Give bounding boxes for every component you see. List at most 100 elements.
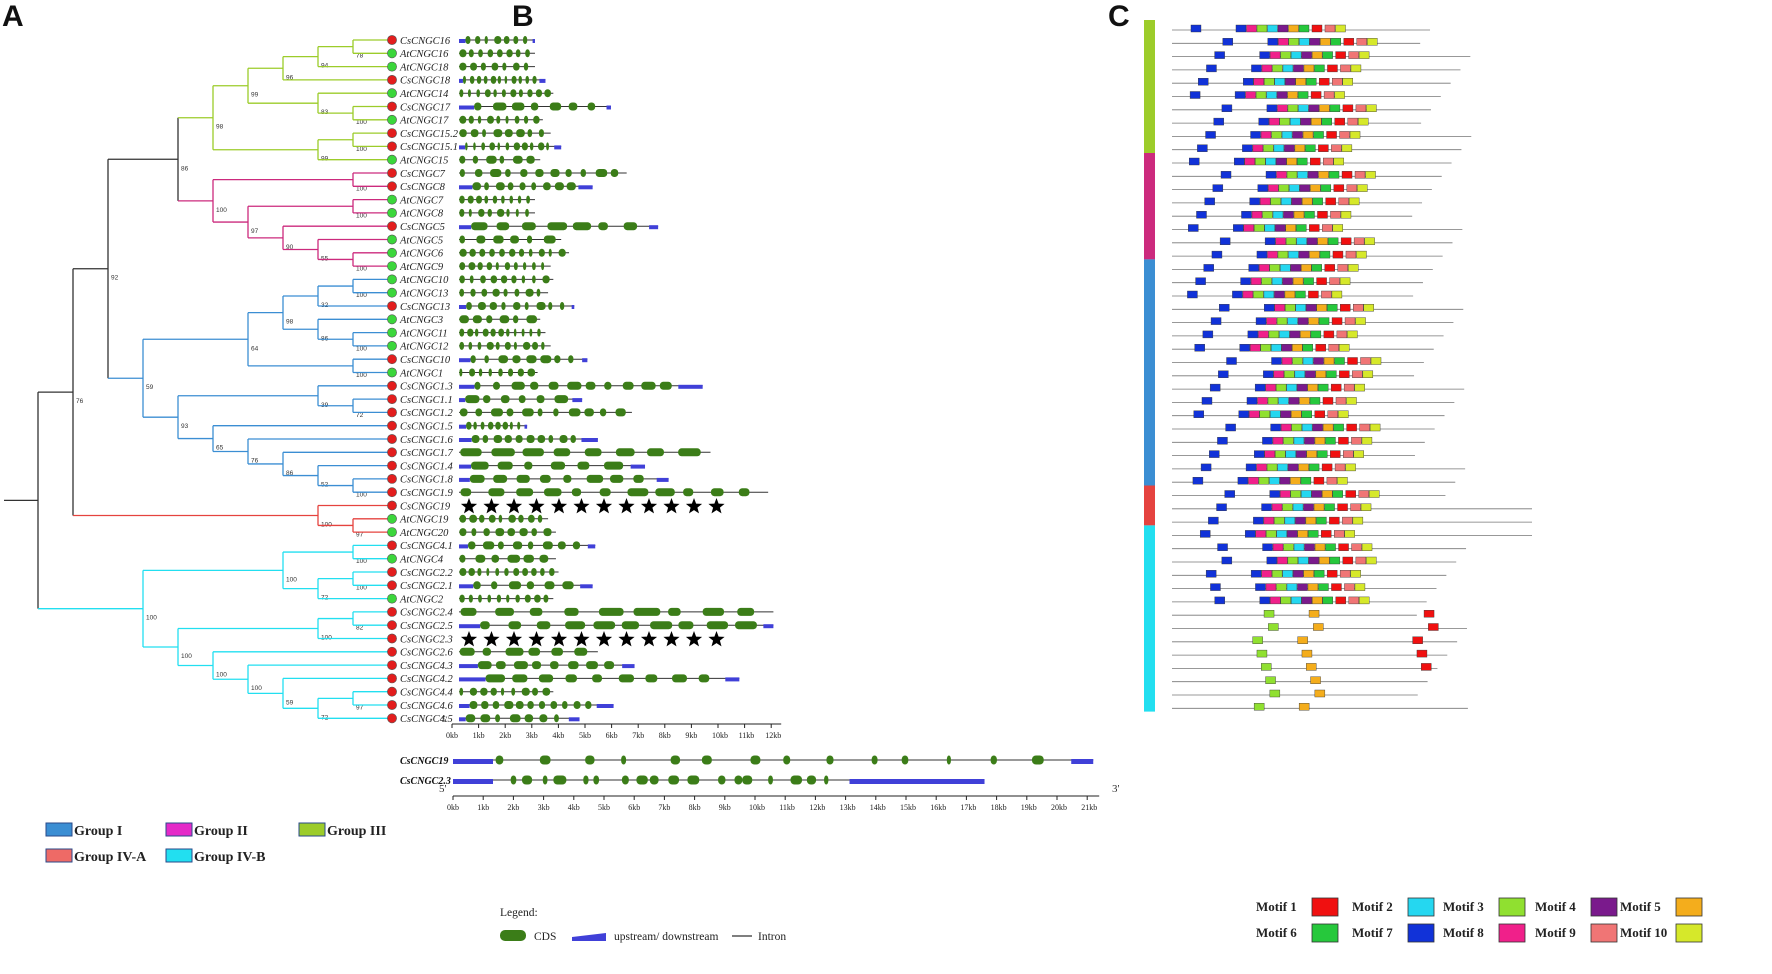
cds-exon	[459, 49, 467, 58]
cds-exon	[636, 775, 648, 785]
cds-exon	[517, 368, 524, 377]
motif-box	[1234, 91, 1246, 99]
motif-box	[1305, 144, 1316, 152]
motif-box	[1340, 64, 1351, 73]
gene-axis-tick-label: 4kb	[552, 731, 564, 740]
cds-exon	[521, 142, 528, 151]
cds-exon	[523, 554, 534, 563]
cds-exon	[512, 674, 528, 683]
cds-exon	[495, 607, 515, 616]
motif-box	[1278, 397, 1289, 405]
cds-exon	[737, 607, 755, 616]
gene-axis-tick-label: 8kb	[659, 731, 671, 740]
cds-exon	[490, 275, 498, 284]
bootstrap-value: 92	[111, 275, 119, 282]
cds-exon	[683, 488, 694, 497]
motif-box	[1329, 516, 1340, 525]
motif-box	[1333, 530, 1345, 538]
motif-box	[1268, 330, 1280, 339]
cds-exon	[505, 142, 510, 151]
motif-box	[1214, 596, 1225, 605]
cds-exon	[473, 581, 481, 590]
cds-exon	[735, 621, 757, 630]
cds-exon	[516, 474, 530, 483]
missing-structure-star	[685, 631, 703, 647]
cds-exon	[476, 75, 482, 84]
motif-box	[1259, 596, 1270, 605]
leaf-node	[387, 340, 397, 351]
motif-box	[1353, 237, 1365, 246]
motif-box	[1349, 131, 1361, 139]
cds-exon	[526, 235, 533, 244]
cds-exon	[558, 248, 566, 257]
leaf-label: CsCNGC1.2	[400, 408, 454, 419]
cds-exon	[509, 248, 516, 257]
cds-exon	[532, 661, 542, 670]
motif-box	[1264, 224, 1276, 232]
motif-box	[1209, 450, 1220, 458]
motif-box	[1260, 344, 1271, 352]
cds-exon	[459, 235, 465, 244]
motif-box	[1235, 24, 1247, 33]
long-gene-label: CsCNGC19	[400, 756, 448, 767]
motif-box	[1318, 317, 1330, 325]
motif-box	[1210, 583, 1221, 591]
cds-exon	[491, 448, 515, 457]
cds-exon	[585, 701, 592, 709]
motif-box	[1352, 370, 1363, 378]
cds-exon	[459, 647, 475, 656]
cds-exon	[506, 208, 510, 217]
cds-exon	[483, 75, 488, 84]
cds-exon	[527, 701, 534, 709]
group-color-bar	[1144, 485, 1155, 526]
bootstrap-value: 97	[356, 531, 364, 538]
missing-structure-star	[573, 631, 590, 647]
bootstrap-value: 86	[286, 470, 294, 477]
leaf-label: AtCNGC19	[399, 515, 449, 526]
motif-box	[1311, 24, 1323, 33]
motif-box	[1308, 556, 1320, 565]
cds-exon	[473, 421, 477, 430]
motif-box	[1293, 64, 1304, 73]
cds-exon	[504, 701, 514, 709]
cds-exon	[459, 275, 465, 284]
cds-exon	[471, 461, 489, 470]
leaf-label: CsCNGC1.3	[400, 382, 453, 393]
motif-box	[1299, 184, 1311, 192]
leaf-label: CsCNGC2.6	[400, 648, 454, 659]
group-color-bar	[1144, 20, 1155, 153]
motif-box	[1251, 210, 1263, 219]
cds-exon	[466, 421, 472, 430]
motif-box	[1301, 596, 1312, 605]
motif-box	[1333, 423, 1344, 432]
cds-exon	[479, 248, 486, 257]
cds-exon	[526, 195, 530, 204]
cds-exon	[510, 89, 517, 98]
cds-exon	[621, 755, 627, 765]
cds-exon	[508, 621, 522, 630]
utr-segment	[459, 664, 478, 669]
motif-box	[1318, 144, 1329, 152]
cds-exon	[649, 775, 659, 785]
bootstrap-value: 98	[216, 124, 224, 131]
utr-segment	[656, 477, 669, 482]
cds-exon	[678, 621, 694, 630]
bootstrap-value: 72	[356, 412, 364, 419]
cds-exon	[537, 408, 543, 417]
cds-exon	[469, 514, 478, 523]
motif-box	[1263, 290, 1275, 299]
motif-box	[1289, 184, 1300, 192]
cds-exon	[584, 448, 602, 457]
motif-box	[1345, 463, 1356, 472]
utr-segment	[459, 584, 474, 589]
cds-exon	[459, 528, 467, 537]
cds-exon	[496, 222, 510, 231]
motif-box	[1305, 516, 1317, 525]
missing-structure-star	[573, 498, 590, 514]
cds-exon	[580, 169, 587, 177]
utr-segment	[849, 779, 985, 784]
bootstrap-value: 90	[286, 244, 294, 251]
panel-label-c: C	[1108, 0, 1130, 33]
leaf-label: AtCNGC9	[399, 262, 444, 273]
legend-cds-swatch	[500, 930, 526, 941]
